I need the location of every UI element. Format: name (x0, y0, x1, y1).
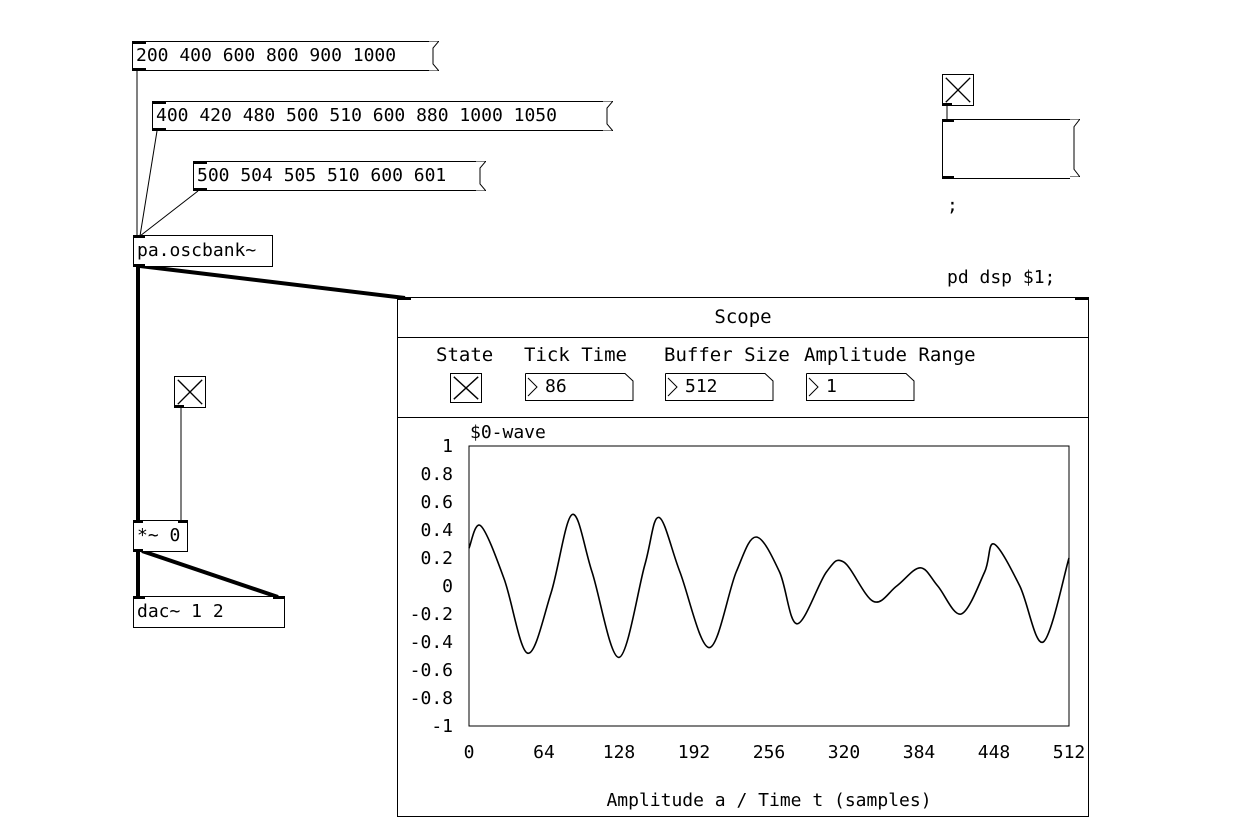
plot-frame (468, 445, 1070, 727)
y-tick-label: 0.8 (420, 464, 453, 485)
outlet[interactable] (942, 103, 952, 106)
dsp-message-line-2: pd dsp $1; (947, 267, 1056, 288)
amplitude-range-value: 1 (826, 376, 837, 397)
scope-inlet-right[interactable] (1075, 297, 1089, 300)
freq-message-1-text: 200 400 600 800 900 1000 (136, 45, 397, 66)
dsp-message-line-1: ; (947, 195, 958, 216)
cord (139, 190, 199, 237)
buffer-size-value: 512 (685, 376, 718, 397)
outlet[interactable] (152, 128, 166, 131)
outlet[interactable] (193, 188, 207, 191)
plot-title: $0-wave (470, 422, 546, 443)
outlet[interactable] (174, 405, 184, 408)
message-flag (429, 41, 439, 71)
scope-title-text: Scope (714, 306, 772, 328)
multiply-label: *~ 0 (137, 525, 181, 546)
y-tick-label: 0.4 (420, 520, 453, 541)
inlet-right[interactable] (178, 520, 188, 523)
inlet-left[interactable] (133, 596, 145, 599)
dac-label: dac~ 1 2 (137, 601, 224, 622)
inlet[interactable] (193, 161, 207, 164)
outlet[interactable] (133, 549, 143, 552)
signal-cord (141, 549, 279, 599)
inlet[interactable] (132, 41, 146, 44)
number-box-outline (806, 373, 915, 401)
inlet[interactable] (942, 119, 954, 122)
y-tick-label: -0.8 (410, 688, 453, 709)
cord (139, 130, 158, 237)
x-tick-label: 64 (533, 742, 555, 763)
multiply-object[interactable]: *~ 0 (133, 520, 188, 552)
tick-time-value: 86 (545, 376, 567, 397)
outlet[interactable] (132, 68, 146, 71)
gain-toggle[interactable] (174, 376, 206, 408)
wave-plot: $0-wave 1 0.8 0.6 0.4 0.2 0 -0.2 -0.4 -0.6 -0.8 -1 0… (410, 422, 1086, 811)
scope-controls: State Tick Time Buffer Size Amplitude Ra… (398, 338, 1088, 418)
x-tick-label: 192 (678, 742, 711, 763)
y-tick-label: 0 (442, 576, 453, 597)
tick-time-label: Tick Time (524, 344, 627, 366)
amplitude-range-number[interactable]: 1 (806, 373, 915, 401)
signal-cord (139, 264, 406, 300)
message-flag (603, 101, 613, 131)
buffer-size-label: Buffer Size (664, 344, 790, 366)
tick-time-number[interactable]: 86 (525, 373, 634, 401)
y-tick-label: 0.6 (420, 492, 453, 513)
scope-title: Scope (398, 298, 1088, 338)
y-tick-label: -0.4 (410, 632, 453, 653)
scope-inlet-left[interactable] (397, 297, 411, 300)
x-tick-label: 0 (464, 742, 475, 763)
oscbank-label: pa.oscbank~ (137, 240, 257, 261)
amplitude-range-label: Amplitude Range (804, 344, 976, 366)
freq-message-2[interactable]: 400 420 480 500 510 600 880 1000 1050 (152, 101, 613, 131)
y-tick-label: 1 (442, 436, 453, 457)
y-tick-label: -0.2 (410, 604, 453, 625)
y-tick-label: -1 (431, 716, 453, 737)
state-label: State (436, 344, 494, 366)
number-box-outline (665, 373, 774, 401)
freq-message-1[interactable]: 200 400 600 800 900 1000 (132, 41, 439, 71)
x-tick-label: 256 (753, 742, 786, 763)
dsp-message[interactable]: ; pd dsp $1; (942, 119, 1080, 288)
x-tick-label: 320 (828, 742, 861, 763)
toggle-x-icon (945, 77, 971, 103)
x-tick-label: 128 (603, 742, 636, 763)
x-tick-label: 384 (903, 742, 936, 763)
scope-panel: Scope State Tick Time Buffer Size Amplit… (397, 297, 1089, 817)
freq-message-2-text: 400 420 480 500 510 600 880 1000 1050 (156, 105, 557, 126)
inlet-right[interactable] (273, 596, 285, 599)
message-flag (1070, 119, 1080, 177)
message-flag (476, 161, 486, 191)
outlet[interactable] (942, 176, 954, 179)
buffer-size-number[interactable]: 512 (665, 373, 774, 401)
dac-object[interactable]: dac~ 1 2 (133, 596, 285, 628)
dsp-toggle[interactable] (942, 74, 974, 106)
toggle-x-icon (177, 379, 203, 405)
toggle-x-icon (453, 376, 479, 400)
number-box-outline (525, 373, 634, 401)
scope-state-toggle[interactable] (450, 373, 482, 403)
oscbank-object[interactable]: pa.oscbank~ (133, 235, 273, 267)
y-tick-label: 0.2 (420, 548, 453, 569)
x-axis-label: Amplitude a / Time t (samples) (606, 790, 931, 811)
x-tick-label: 448 (978, 742, 1011, 763)
inlet-left[interactable] (133, 520, 143, 523)
inlet[interactable] (133, 235, 145, 238)
y-tick-label: -0.6 (410, 660, 453, 681)
freq-message-3-text: 500 504 505 510 600 601 (197, 165, 447, 186)
x-tick-label: 512 (1053, 742, 1086, 763)
wave-series-line (468, 513, 1070, 659)
outlet[interactable] (133, 264, 145, 267)
inlet[interactable] (152, 101, 166, 104)
freq-message-3[interactable]: 500 504 505 510 600 601 (193, 161, 486, 191)
